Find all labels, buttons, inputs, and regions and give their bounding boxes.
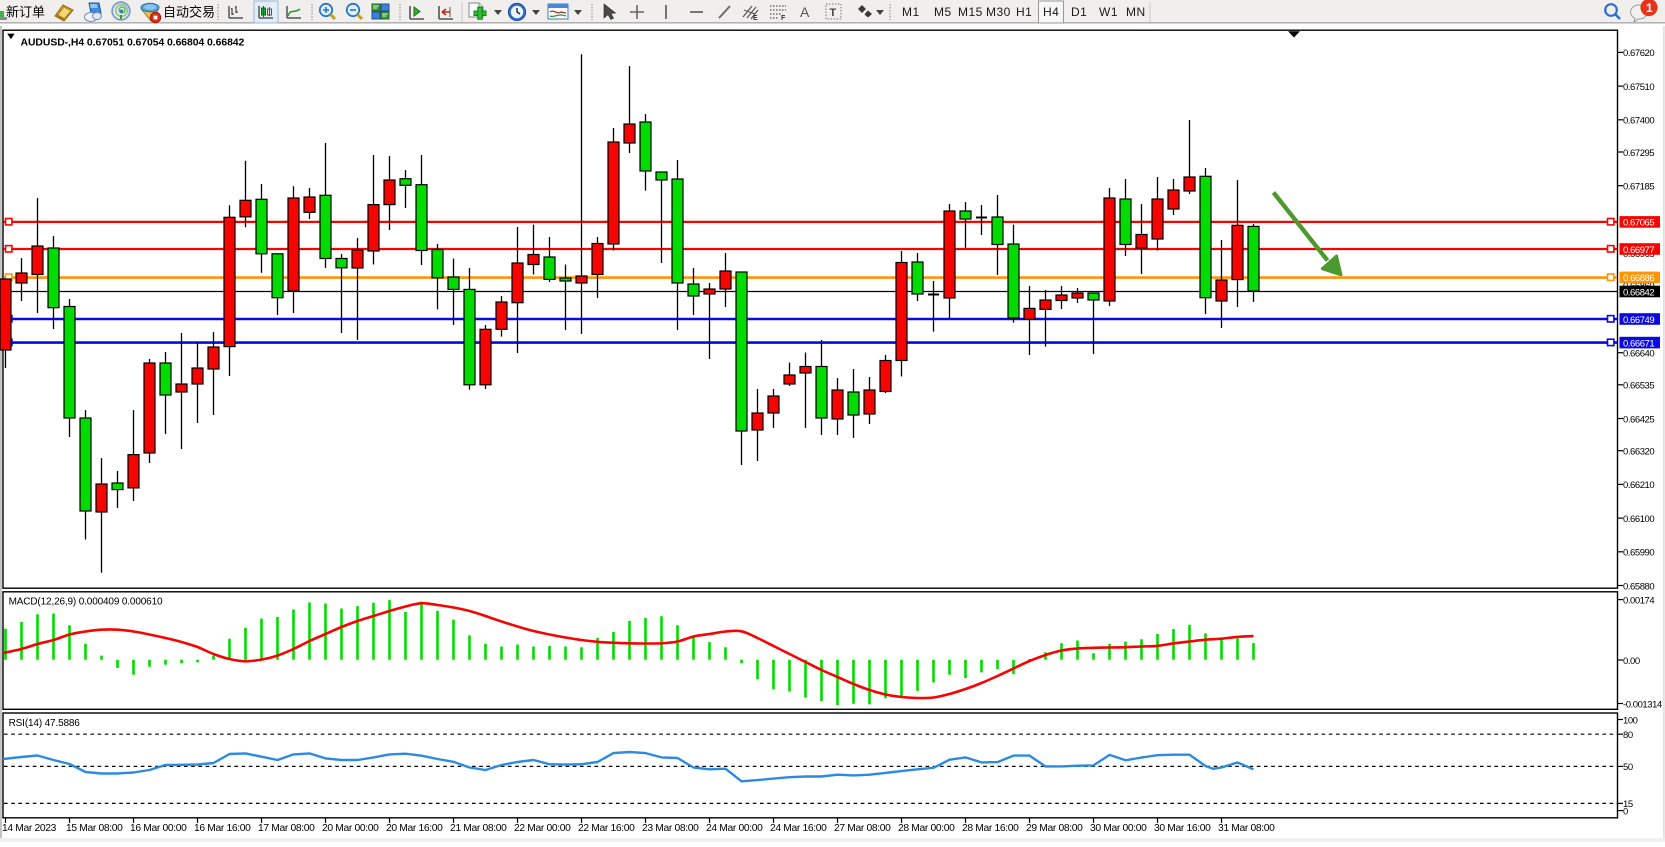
svg-text:0.66210: 0.66210 <box>1623 480 1654 491</box>
svg-text:0.00174: 0.00174 <box>1623 595 1654 606</box>
svg-text:29 Mar 08:00: 29 Mar 08:00 <box>1026 823 1083 834</box>
svg-text:MACD(12,26,9) 0.000409 0.00061: MACD(12,26,9) 0.000409 0.000610 <box>9 597 163 608</box>
svg-text:0.65990: 0.65990 <box>1623 548 1654 559</box>
svg-text:H4: H4 <box>1043 5 1059 19</box>
svg-text:D1: D1 <box>1071 5 1087 19</box>
svg-text:28 Mar 00:00: 28 Mar 00:00 <box>898 823 955 834</box>
svg-text:MN: MN <box>1126 5 1146 19</box>
svg-text:23 Mar 08:00: 23 Mar 08:00 <box>642 823 699 834</box>
svg-text:22 Mar 16:00: 22 Mar 16:00 <box>578 823 635 834</box>
svg-text:0.66425: 0.66425 <box>1623 414 1654 425</box>
svg-text:30 Mar 00:00: 30 Mar 00:00 <box>1090 823 1147 834</box>
svg-text:0.66100: 0.66100 <box>1623 514 1654 525</box>
svg-text:24 Mar 00:00: 24 Mar 00:00 <box>706 823 763 834</box>
svg-text:W1: W1 <box>1099 5 1118 19</box>
svg-text:0.67185: 0.67185 <box>1623 182 1654 193</box>
svg-text:0.67620: 0.67620 <box>1623 48 1654 59</box>
svg-text:M5: M5 <box>934 5 952 19</box>
svg-text:50: 50 <box>1623 762 1633 773</box>
svg-text:0.66640: 0.66640 <box>1623 349 1654 360</box>
svg-text:15 Mar 08:00: 15 Mar 08:00 <box>66 823 123 834</box>
svg-text:80: 80 <box>1623 730 1633 741</box>
svg-text:1: 1 <box>1646 1 1653 15</box>
svg-text:100: 100 <box>1623 715 1638 726</box>
svg-text:0.66977: 0.66977 <box>1623 245 1654 256</box>
svg-text:22 Mar 00:00: 22 Mar 00:00 <box>514 823 571 834</box>
svg-text:0.65880: 0.65880 <box>1623 581 1654 592</box>
svg-text:M30: M30 <box>986 5 1011 19</box>
svg-text:0.66671: 0.66671 <box>1623 338 1654 349</box>
svg-text:0.67295: 0.67295 <box>1623 148 1654 159</box>
svg-text:自动交易: 自动交易 <box>163 5 215 20</box>
svg-text:14 Mar 2023: 14 Mar 2023 <box>2 823 57 834</box>
svg-text:0.67510: 0.67510 <box>1623 82 1654 93</box>
svg-text:16 Mar 00:00: 16 Mar 00:00 <box>130 823 187 834</box>
svg-text:17 Mar 08:00: 17 Mar 08:00 <box>258 823 315 834</box>
svg-text:M15: M15 <box>958 5 983 19</box>
svg-text:15: 15 <box>1623 799 1633 810</box>
svg-text:27 Mar 08:00: 27 Mar 08:00 <box>834 823 891 834</box>
svg-text:F: F <box>781 15 786 22</box>
svg-text:31 Mar 08:00: 31 Mar 08:00 <box>1218 823 1275 834</box>
svg-text:新订单: 新订单 <box>6 5 45 20</box>
svg-text:E: E <box>753 15 758 22</box>
svg-text:H1: H1 <box>1016 5 1032 19</box>
svg-text:16 Mar 16:00: 16 Mar 16:00 <box>194 823 251 834</box>
svg-text:20 Mar 00:00: 20 Mar 00:00 <box>322 823 379 834</box>
svg-text:T: T <box>830 7 837 19</box>
svg-text:0.00: 0.00 <box>1623 656 1640 667</box>
svg-text:0.67400: 0.67400 <box>1623 116 1654 127</box>
svg-text:RSI(14) 47.5886: RSI(14) 47.5886 <box>9 718 81 729</box>
svg-text:28 Mar 16:00: 28 Mar 16:00 <box>962 823 1019 834</box>
svg-text:0.66842: 0.66842 <box>1623 287 1654 298</box>
svg-text:0.66749: 0.66749 <box>1623 315 1654 326</box>
svg-text:21 Mar 08:00: 21 Mar 08:00 <box>450 823 507 834</box>
svg-text:0.66535: 0.66535 <box>1623 381 1654 392</box>
svg-text:A: A <box>800 4 810 20</box>
svg-text:20 Mar 16:00: 20 Mar 16:00 <box>386 823 443 834</box>
svg-text:0: 0 <box>1623 806 1628 817</box>
svg-text:24 Mar 16:00: 24 Mar 16:00 <box>770 823 827 834</box>
svg-text:0.66320: 0.66320 <box>1623 447 1654 458</box>
svg-text:M1: M1 <box>902 5 920 19</box>
svg-text:AUDUSD-,H4 0.67051 0.67054 0.6: AUDUSD-,H4 0.67051 0.67054 0.66804 0.668… <box>21 37 245 48</box>
svg-text:0.67065: 0.67065 <box>1623 218 1654 229</box>
svg-text:-0.001314: -0.001314 <box>1623 699 1662 710</box>
svg-text:30 Mar 16:00: 30 Mar 16:00 <box>1154 823 1211 834</box>
svg-text:0.66886: 0.66886 <box>1623 273 1654 284</box>
